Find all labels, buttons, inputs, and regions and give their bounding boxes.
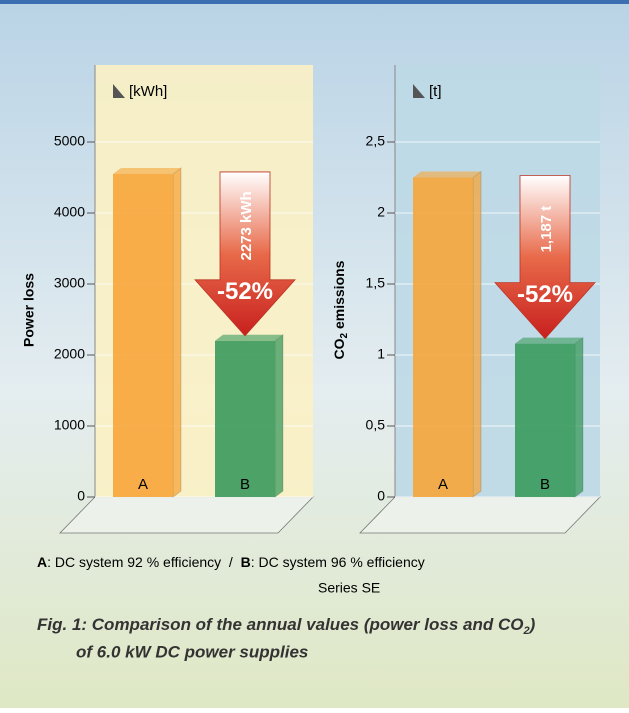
y-tick-label: 1	[377, 346, 385, 362]
y-axis-label-part: 2	[339, 332, 350, 338]
annotation: -52%	[517, 281, 573, 308]
y-tick-label: 5000	[54, 133, 85, 149]
x-tick-label: B	[240, 476, 250, 493]
y-tick-label: 1,5	[366, 275, 386, 291]
legend-label: : DC system 92 % efficiency /	[47, 554, 240, 570]
bar-top	[215, 334, 283, 341]
legend-label: Series SE	[318, 580, 380, 596]
legend-key: B	[241, 554, 251, 570]
bar-top	[515, 337, 583, 344]
y-tick-label: 0	[377, 488, 385, 504]
y-tick-label: 2000	[54, 346, 85, 362]
caption-text: Fig. 1: Comparison of the annual values …	[37, 615, 523, 634]
y-axis-label: CO2 emissions	[331, 260, 350, 359]
unit-icon	[113, 84, 125, 98]
caption: Fig. 1: Comparison of the annual values …	[37, 615, 536, 636]
unit-icon	[413, 84, 425, 98]
reduction-arrow	[194, 171, 296, 337]
top-band	[0, 0, 629, 4]
y-axis-label-part: emissions	[331, 260, 347, 333]
annotation: 2273 kWh	[238, 191, 255, 260]
legend-text: A: DC system 92 % efficiency / B: DC sys…	[37, 554, 425, 570]
caption-sub: 2	[522, 625, 529, 637]
y-tick-label: 4000	[54, 204, 85, 220]
bar	[515, 343, 575, 497]
legend-label: : DC system 96 % efficiency	[251, 554, 425, 570]
annotation: -52%	[217, 278, 273, 305]
y-tick-label: 1000	[54, 417, 85, 433]
y-tick-label: 2,5	[366, 133, 386, 149]
y-tick-label: 2	[377, 204, 385, 220]
caption: of 6.0 kW DC power supplies	[76, 642, 308, 661]
bar-top	[113, 167, 181, 174]
caption-text: )	[528, 615, 536, 634]
x-tick-label: A	[138, 476, 148, 493]
floor	[59, 496, 314, 534]
annotation: 1,187 t	[538, 206, 555, 253]
bar-side	[274, 333, 284, 498]
y-axis-label-part: CO	[331, 338, 347, 359]
bar	[215, 340, 275, 497]
legend-key: A	[37, 554, 47, 570]
x-tick-label: A	[438, 476, 448, 493]
x-tick-label: B	[540, 476, 550, 493]
bar-side	[574, 336, 584, 498]
y-axis-label: Power loss	[21, 273, 37, 347]
unit-label: [kWh]	[129, 83, 167, 100]
bar-side	[472, 170, 482, 498]
bar	[113, 173, 173, 497]
floor	[359, 496, 601, 534]
bar-top	[413, 171, 481, 178]
y-tick-label: 0	[77, 488, 85, 504]
y-tick-label: 3000	[54, 275, 85, 291]
bar-side	[172, 166, 182, 498]
reduction-arrow	[494, 175, 596, 340]
y-tick-label: 0,5	[366, 417, 386, 433]
bar	[413, 177, 473, 497]
unit-label: [t]	[429, 83, 442, 100]
